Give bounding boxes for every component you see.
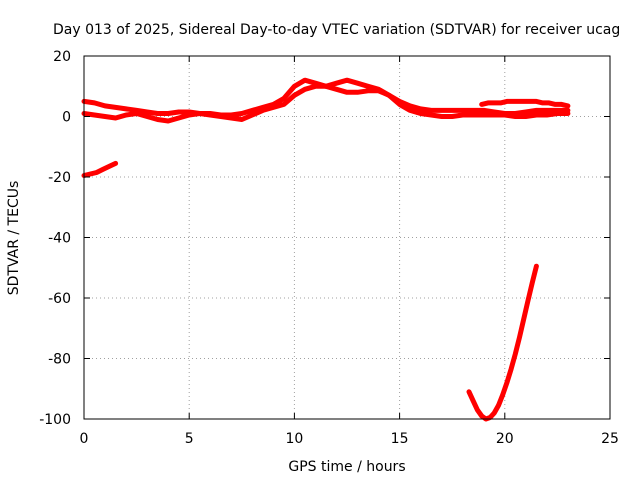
y-tick-label: -80 [48,352,71,368]
x-tick-label: 10 [285,431,303,447]
x-tick-label: 0 [80,431,89,447]
y-tick-label: -20 [48,170,71,186]
y-tick-label: 20 [53,49,71,65]
x-tick-label: 15 [391,431,409,447]
chart-title: Day 013 of 2025, Sidereal Day-to-day VTE… [53,22,620,38]
y-tick-label: -40 [48,231,71,247]
data-series-4 [81,160,119,178]
y-tick-label: -60 [48,291,71,307]
x-tick-label: 5 [185,431,194,447]
y-tick-label: -100 [39,412,71,428]
x-tick-label: 20 [496,431,514,447]
x-axis-label: GPS time / hours [288,459,405,475]
axis-ticks: 0 5 10 15 20 25 -100 -80 -60 -40 -20 0 20 [39,49,619,447]
x-tick-label: 25 [601,431,619,447]
y-tick-label: 0 [62,110,71,126]
series-layer [81,77,571,422]
data-series-5 [466,263,539,422]
data-series-2 [81,77,571,118]
y-axis-label: SDTVAR / TECUs [6,181,22,296]
data-series-3 [479,98,571,109]
